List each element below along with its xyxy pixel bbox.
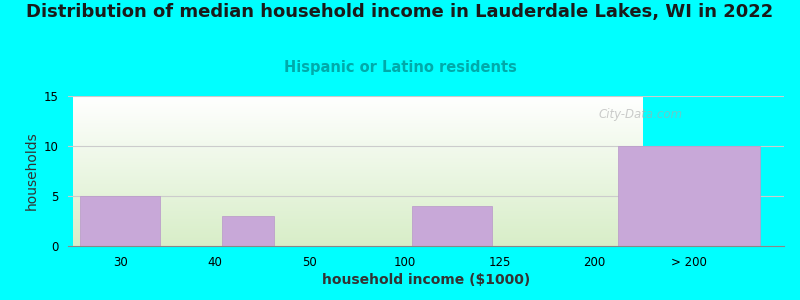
Text: City-Data.com: City-Data.com bbox=[598, 107, 683, 121]
Bar bbox=[412, 206, 492, 246]
Text: Hispanic or Latino residents: Hispanic or Latino residents bbox=[283, 60, 517, 75]
Text: Distribution of median household income in Lauderdale Lakes, WI in 2022: Distribution of median household income … bbox=[26, 3, 774, 21]
Bar bbox=[618, 146, 760, 246]
Bar bbox=[222, 216, 274, 246]
Y-axis label: households: households bbox=[26, 132, 39, 210]
Bar bbox=[80, 196, 161, 246]
X-axis label: household income ($1000): household income ($1000) bbox=[322, 273, 530, 287]
